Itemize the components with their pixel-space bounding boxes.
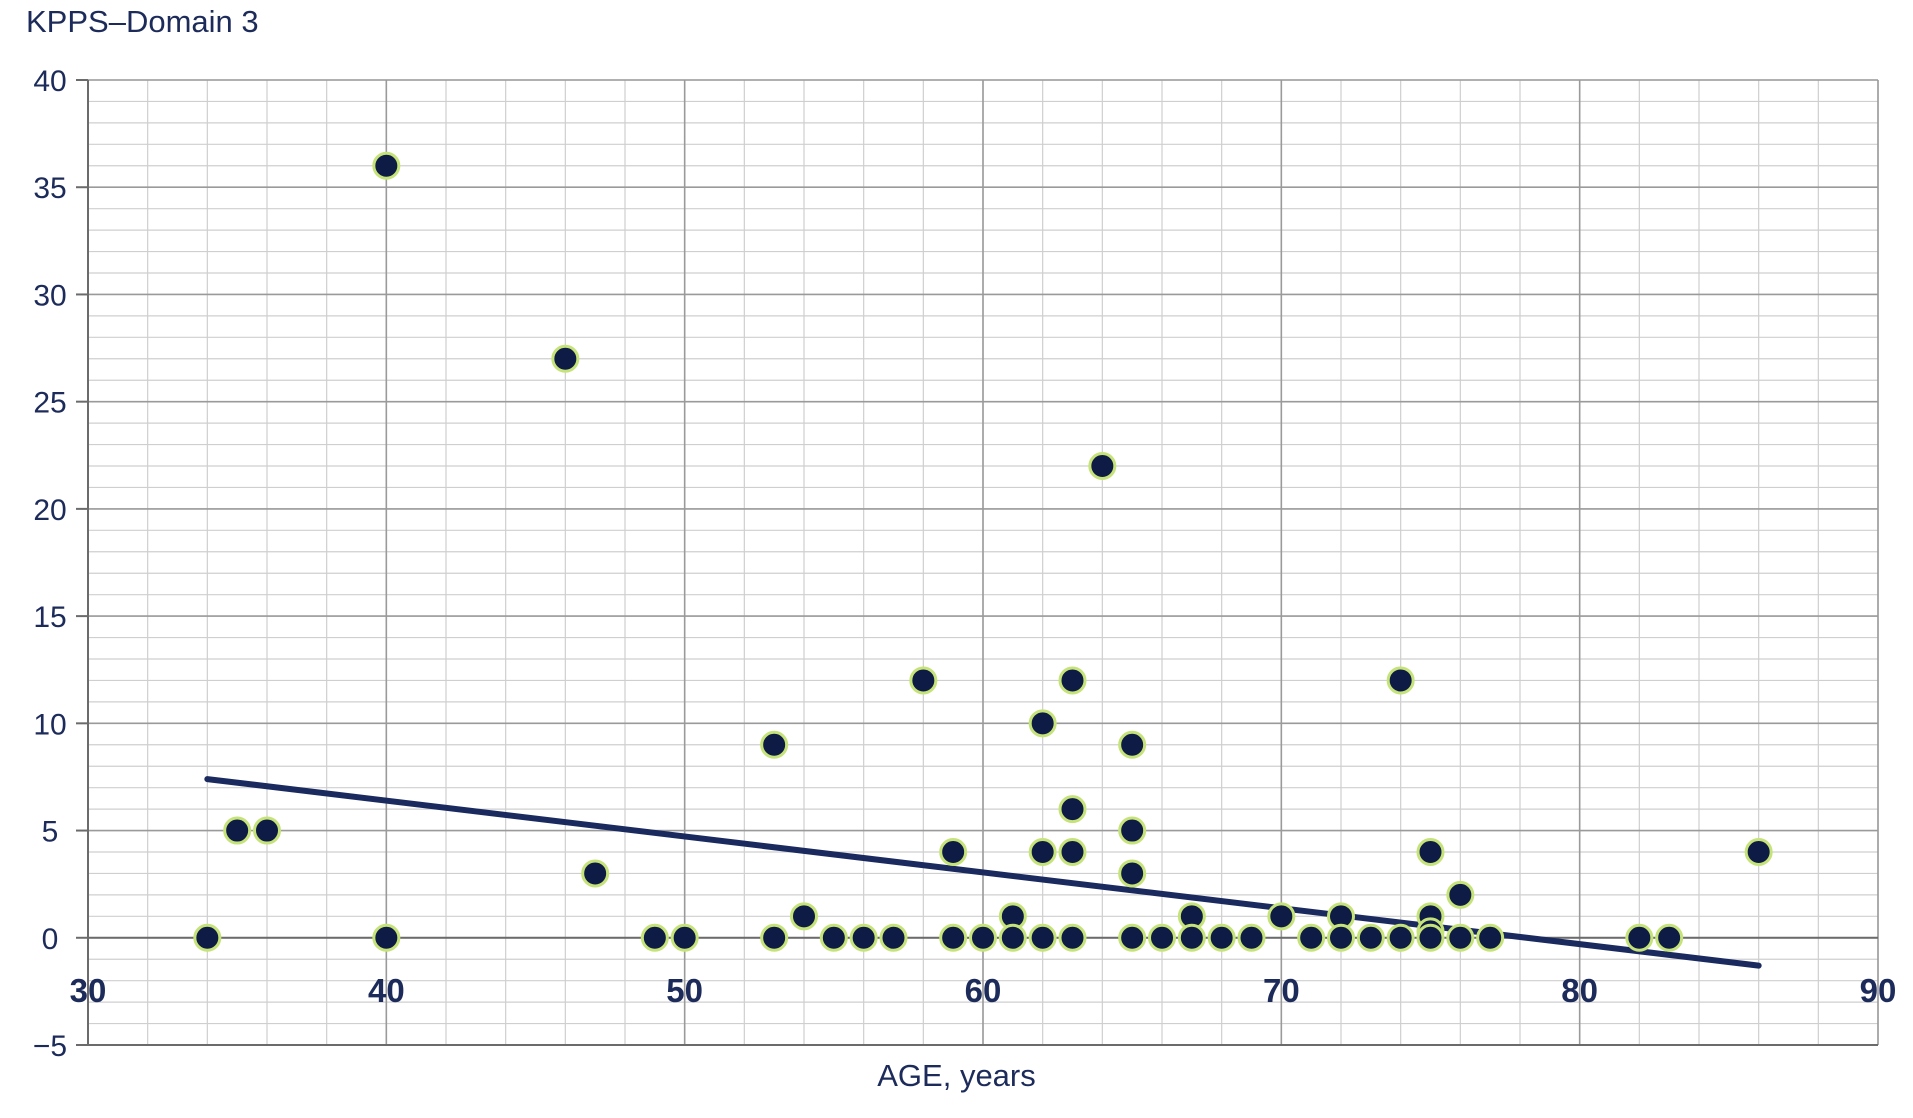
data-point <box>1297 923 1326 952</box>
data-point <box>1058 795 1087 824</box>
data-point <box>939 838 968 866</box>
data-point <box>1327 923 1355 952</box>
y-tick-label: 40 <box>33 65 66 98</box>
data-point <box>1744 838 1773 866</box>
data-point <box>1148 923 1176 952</box>
x-tick-label: 30 <box>70 972 107 1009</box>
data-point <box>1058 838 1087 866</box>
data-point <box>193 923 222 952</box>
data-point <box>1356 923 1385 952</box>
data-point <box>1446 880 1475 909</box>
data-point <box>551 344 580 373</box>
y-tick-label: −5 <box>33 1030 67 1063</box>
data-point <box>849 923 878 952</box>
data-point <box>939 923 968 952</box>
data-point <box>1386 666 1415 695</box>
data-point <box>1118 730 1147 759</box>
x-tick-label: 40 <box>368 972 405 1009</box>
data-point <box>1028 923 1057 952</box>
y-tick-label: 20 <box>33 494 66 527</box>
data-point <box>1177 923 1206 952</box>
x-tick-label: 50 <box>666 972 703 1009</box>
y-axis-title: KPPS–Domain 3 <box>26 4 259 39</box>
x-axis-title: AGE, years <box>877 1058 1036 1093</box>
data-point <box>670 923 699 952</box>
y-tick-label: 10 <box>33 708 66 741</box>
data-point <box>1088 452 1117 480</box>
data-point <box>1058 923 1087 952</box>
data-point <box>760 730 789 759</box>
data-point <box>372 923 401 952</box>
data-point <box>1207 923 1236 952</box>
data-point <box>1655 923 1684 952</box>
data-point <box>1267 902 1296 931</box>
data-point <box>1118 923 1147 952</box>
data-point <box>1446 923 1475 952</box>
data-point <box>1237 923 1266 952</box>
x-tick-label: 80 <box>1561 972 1598 1009</box>
data-point <box>819 923 848 952</box>
data-point <box>581 859 610 888</box>
data-point <box>253 816 281 845</box>
x-tick-label: 90 <box>1860 972 1897 1009</box>
y-tick-label: 35 <box>33 172 66 205</box>
data-point <box>790 902 818 931</box>
data-point <box>1118 859 1147 888</box>
data-point <box>1476 923 1505 952</box>
data-point <box>640 923 669 952</box>
y-tick-label: 25 <box>33 387 66 420</box>
data-point <box>998 923 1027 952</box>
data-point <box>1416 923 1445 952</box>
data-point <box>223 816 252 845</box>
data-point <box>1028 709 1057 738</box>
y-tick-label: 30 <box>33 279 66 312</box>
y-tick-label: 5 <box>42 816 59 849</box>
data-point <box>1386 923 1415 952</box>
data-point <box>969 923 997 952</box>
data-point <box>909 666 938 695</box>
data-point <box>1625 923 1654 952</box>
data-point <box>879 923 908 952</box>
y-tick-label: 0 <box>42 923 59 956</box>
data-point <box>372 151 401 180</box>
data-point <box>1028 838 1057 866</box>
data-point <box>1118 816 1147 845</box>
data-point <box>1058 666 1087 695</box>
y-tick-label: 15 <box>33 601 66 634</box>
x-tick-label: 60 <box>965 972 1002 1009</box>
data-point <box>1416 838 1445 866</box>
data-point <box>760 923 789 952</box>
x-tick-label: 70 <box>1263 972 1300 1009</box>
